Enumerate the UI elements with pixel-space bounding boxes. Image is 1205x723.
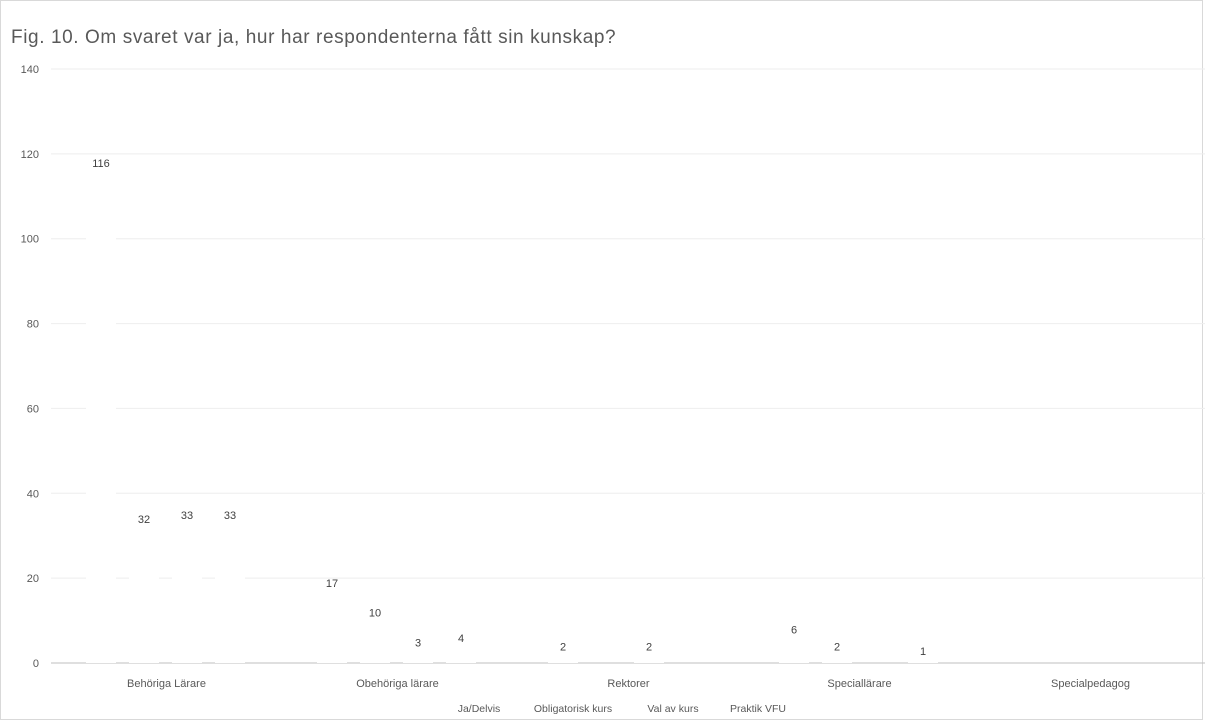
bar — [634, 654, 664, 663]
bar — [172, 522, 202, 663]
bar — [129, 527, 159, 663]
bar — [908, 658, 938, 663]
x-category-label: Behöriga Lärare — [127, 678, 206, 690]
bar — [779, 637, 809, 663]
bar — [822, 654, 852, 663]
data-label: 10 — [369, 608, 381, 620]
data-label: 33 — [224, 510, 236, 522]
chart-title: Fig. 10. Om svaret var ja, hur har respo… — [11, 27, 617, 48]
y-tick-label: 40 — [27, 488, 39, 500]
data-label: 2 — [646, 642, 652, 654]
data-label: 33 — [181, 510, 193, 522]
data-label: 3 — [415, 637, 421, 649]
y-tick-label: 60 — [27, 403, 39, 415]
y-tick-label: 100 — [21, 234, 39, 246]
data-label: 32 — [138, 514, 150, 526]
y-tick-label: 20 — [27, 573, 39, 585]
y-tick-label: 140 — [21, 64, 39, 76]
legend: Ja/Delvis Obligatorisk kurs Val av kurs Pra… — [458, 703, 786, 715]
data-label: 2 — [560, 642, 566, 654]
data-label: 17 — [326, 578, 338, 590]
legend-entry: Ja/Delvis — [458, 703, 501, 715]
category-labels: Behöriga Lärare Obehöriga lärare Rektorer S… — [127, 678, 1130, 690]
x-category-label: Specialpedagog — [1051, 678, 1130, 690]
y-tick-label: 120 — [21, 149, 39, 161]
y-tick-label: 80 — [27, 319, 39, 331]
legend-entry: Val av kurs — [647, 703, 698, 715]
data-label: 4 — [458, 633, 464, 645]
bar — [446, 646, 476, 663]
x-category-label: Rektorer — [607, 678, 650, 690]
bar — [86, 170, 116, 664]
bar — [403, 650, 433, 663]
bar — [548, 654, 578, 663]
data-label: 6 — [791, 625, 797, 637]
gridlines — [51, 68, 1205, 664]
bar — [317, 590, 347, 663]
data-label: 116 — [92, 158, 110, 170]
data-labels: 116 32 33 33 17 10 3 4 2 2 6 2 1 — [92, 158, 926, 658]
legend-entry: Obligatorisk kurs — [534, 703, 612, 715]
x-category-label: Speciallärare — [827, 678, 891, 690]
data-label: 1 — [920, 646, 926, 658]
data-label: 2 — [834, 642, 840, 654]
x-category-label: Obehöriga lärare — [356, 678, 439, 690]
bar — [215, 522, 245, 663]
bar — [360, 620, 390, 663]
y-axis-ticks: 0 20 40 60 80 100 120 140 — [21, 64, 39, 670]
bars — [86, 170, 938, 664]
legend-entry: Praktik VFU — [730, 703, 786, 715]
y-tick-label: 0 — [33, 658, 39, 670]
